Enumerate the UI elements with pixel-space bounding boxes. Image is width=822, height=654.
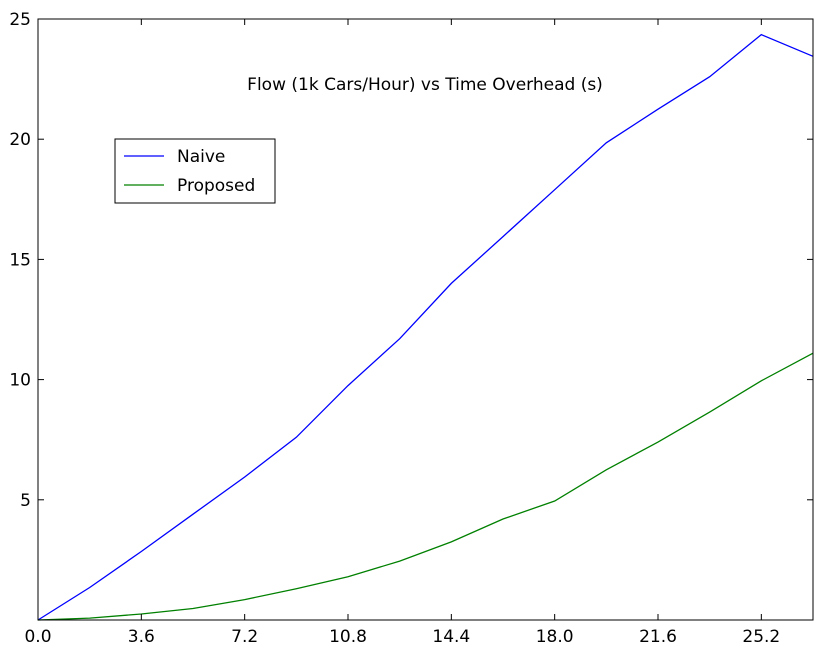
y-tick-label: 5	[20, 491, 31, 511]
y-tick-label: 20	[9, 130, 31, 150]
x-tick-label: 14.4	[432, 627, 470, 647]
x-tick-label: 3.6	[128, 627, 155, 647]
axes-frame	[37, 18, 814, 621]
y-tick-label: 15	[9, 250, 31, 270]
legend-label-naive: Naive	[177, 147, 225, 167]
series-line-proposed	[37, 352, 814, 621]
y-tick-label: 10	[9, 371, 31, 391]
legend-label-proposed: Proposed	[177, 176, 255, 196]
series-line-naive	[37, 33, 814, 621]
y-tick-label: 25	[9, 10, 31, 30]
x-tick-label: 25.2	[742, 627, 780, 647]
x-tick-label: 7.2	[231, 627, 258, 647]
x-tick-label: 21.6	[639, 627, 677, 647]
legend-box	[114, 138, 276, 204]
x-tick-label: 0.0	[24, 627, 51, 647]
y-axis-ticks: 5 10 15 20 25	[9, 10, 813, 511]
legend: Naive Proposed	[114, 138, 276, 204]
x-tick-label: 18.0	[536, 627, 574, 647]
chart-title: Flow (1k Cars/Hour) vs Time Overhead (s)	[247, 75, 603, 95]
x-axis-ticks: 0.0 3.6 7.2 10.8 14.4 18.0 21.6 25.2	[24, 19, 780, 647]
x-tick-label: 10.8	[329, 627, 367, 647]
plot-lines	[37, 33, 814, 621]
